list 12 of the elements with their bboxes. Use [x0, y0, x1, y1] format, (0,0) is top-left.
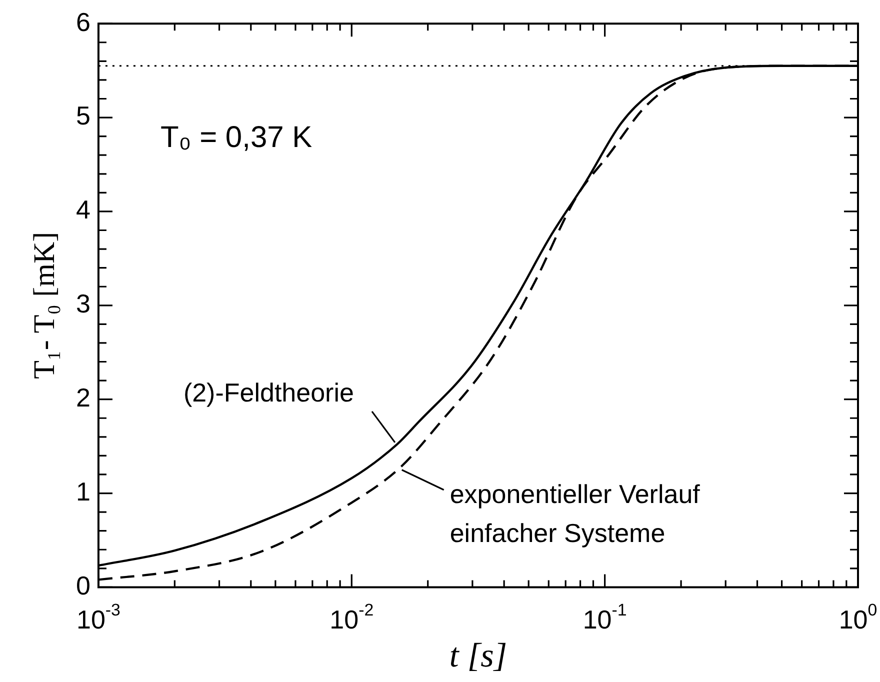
y-axis-title: T₁- T₀ [mK]: [28, 232, 61, 379]
annotation: (2)-Feldtheorie: [183, 378, 354, 408]
x-axis-title: t [s]: [449, 638, 508, 675]
annotation: T₀ = 0,37 K: [160, 120, 312, 154]
y-tick-label: 2: [76, 382, 90, 413]
y-tick-label: 5: [76, 100, 90, 131]
y-tick-label: 4: [76, 194, 90, 225]
y-tick-label: 6: [76, 6, 90, 37]
y-tick-label: 3: [76, 288, 90, 319]
y-tick-label: 1: [76, 476, 90, 506]
y-tick-label: 0: [76, 570, 90, 600]
annotation: exponentieller Verlauf einfacher Systeme: [450, 479, 701, 548]
